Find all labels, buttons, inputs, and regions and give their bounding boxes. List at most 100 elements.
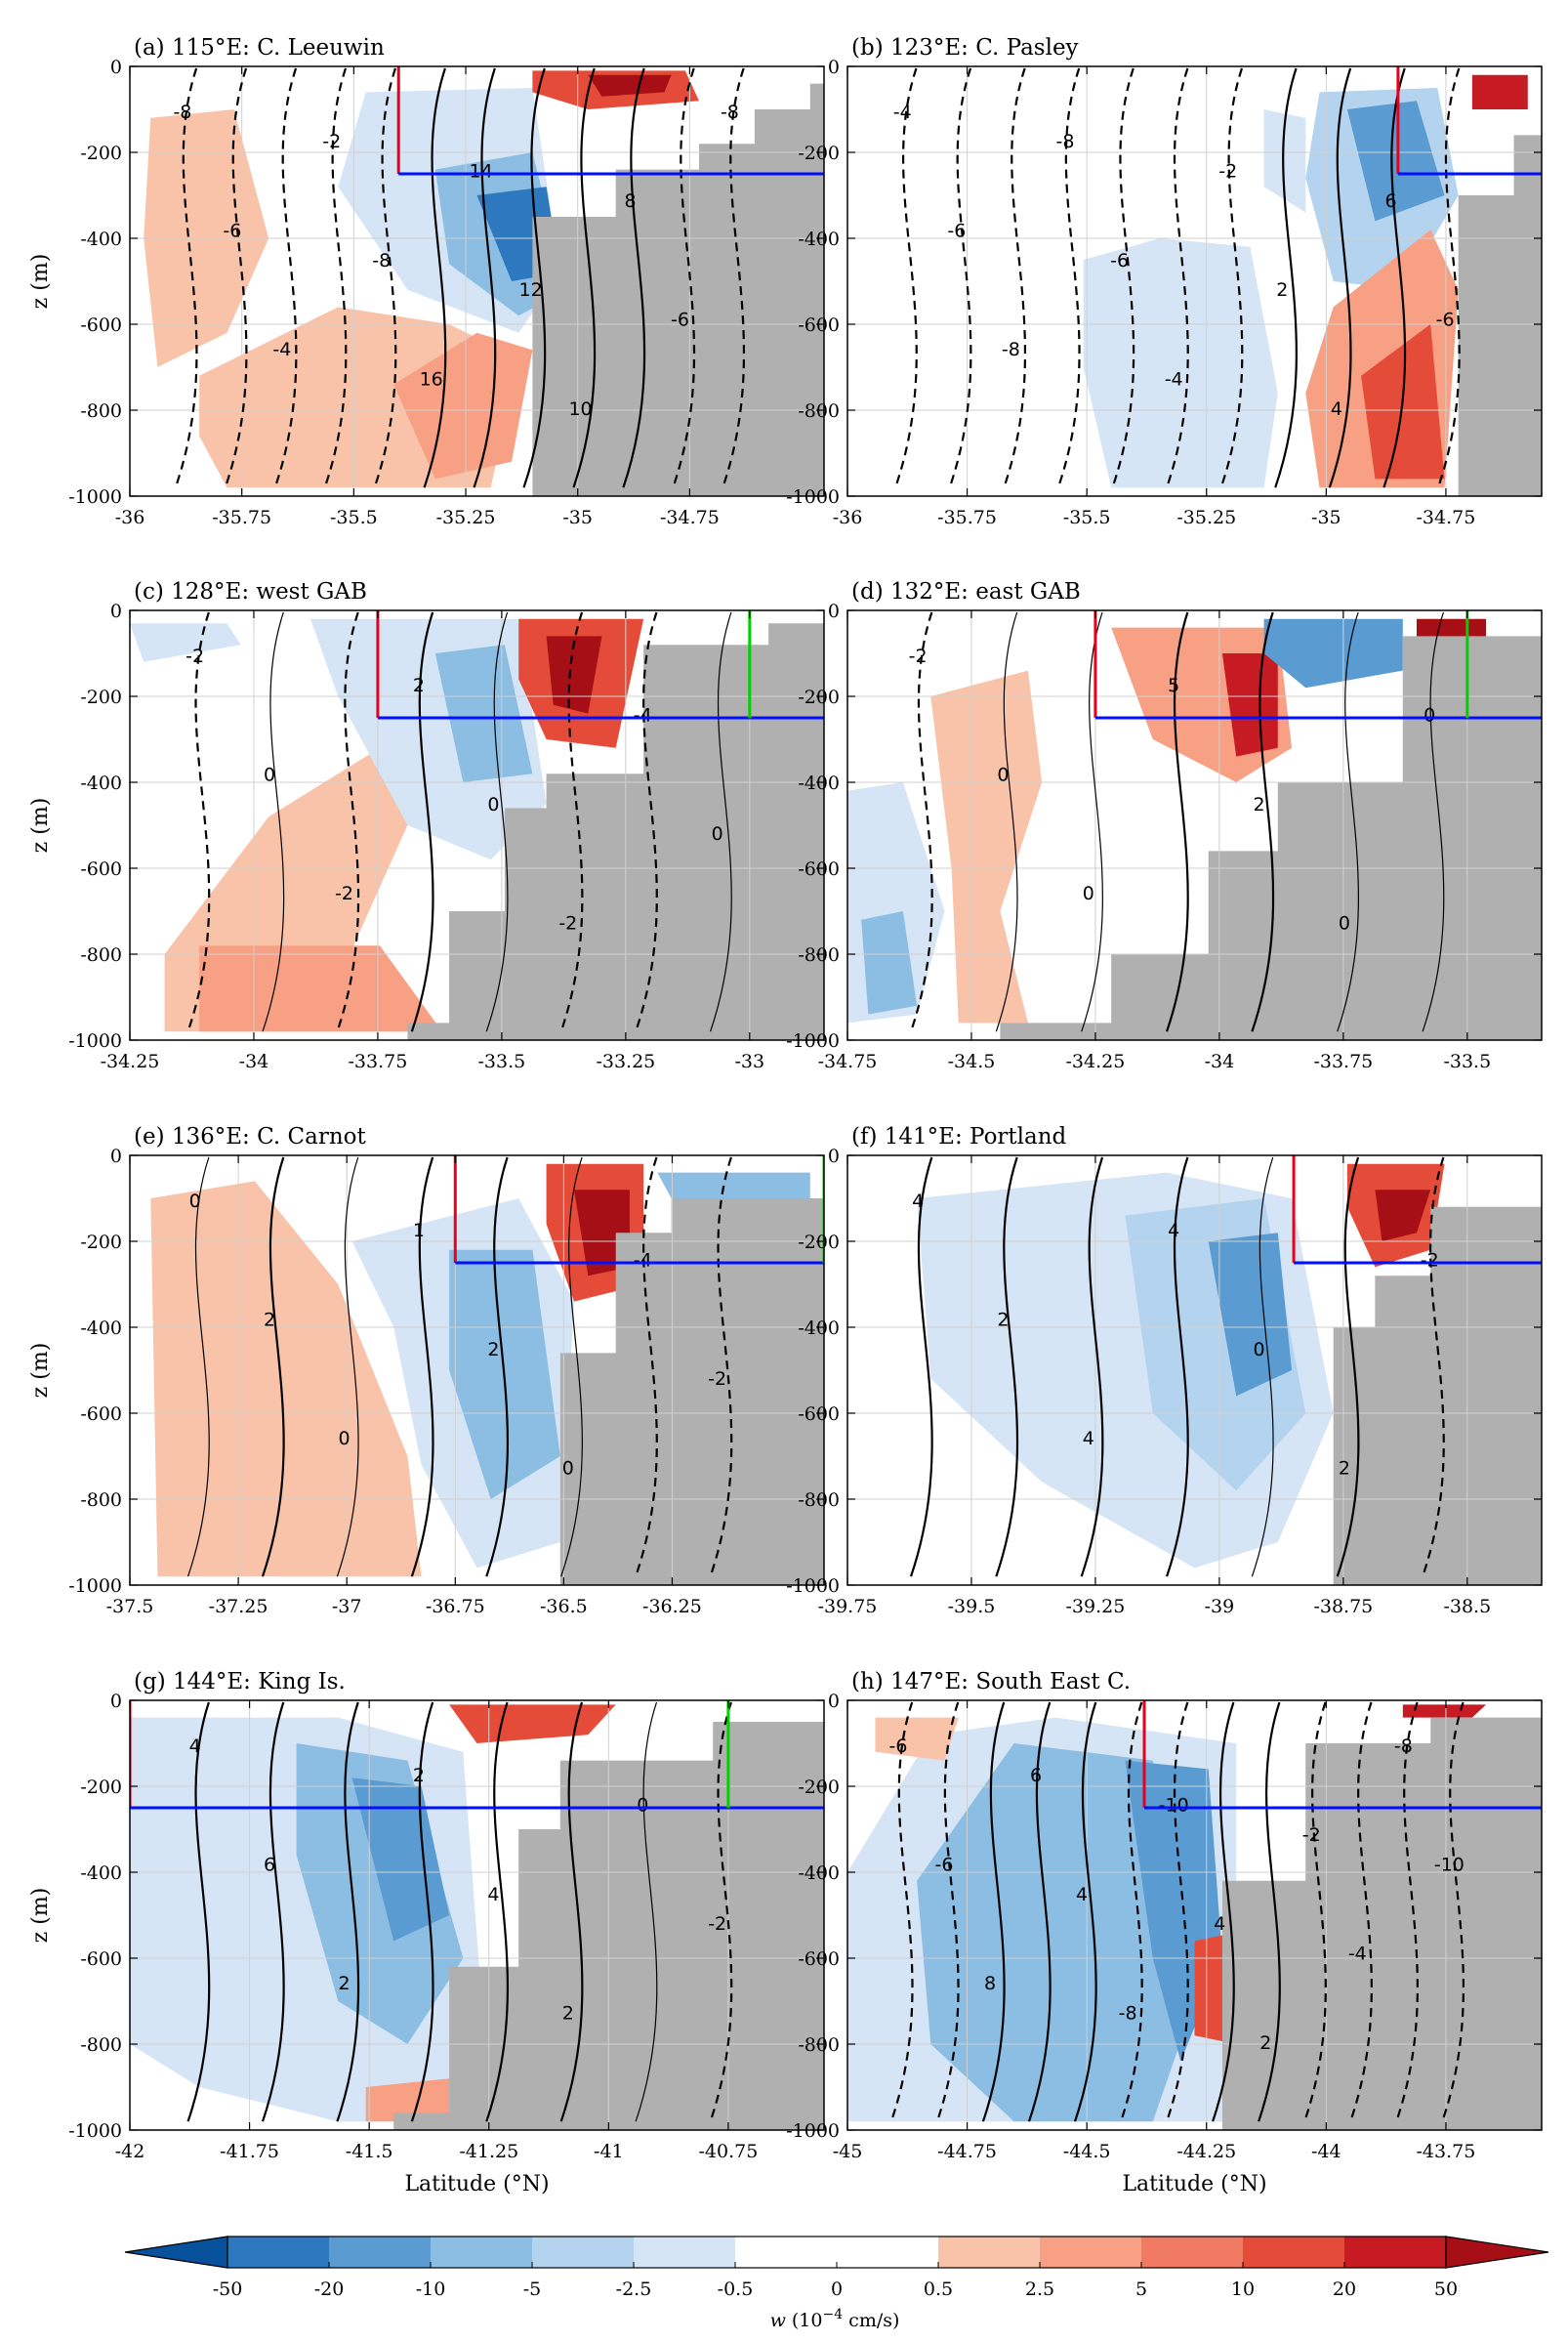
x-tick-label: -36 <box>115 507 145 528</box>
contour-label: 0 <box>1083 883 1094 904</box>
x-tick-label: -35.5 <box>330 507 378 528</box>
shade-region <box>199 945 442 1032</box>
contour-line <box>560 1156 583 1577</box>
contour-label: 0 <box>997 764 1009 785</box>
x-tick-label: -35 <box>1311 507 1341 528</box>
plot-area: -2 0 0 5 2 0 0 <box>847 610 1542 1040</box>
y-tick-label: -400 <box>798 773 840 794</box>
colorbar-segment <box>227 2237 330 2268</box>
panel-b: -4 -6 -8 -8 -6 -4 -2 2 4 6 -6 -36 -35.75 -35.5 -35.25 -… <box>786 35 1543 528</box>
colorbar-label-exp: −4 <box>823 2307 844 2322</box>
contour-line <box>981 1701 1006 2122</box>
shade-region <box>351 1777 450 1942</box>
x-tick-label: -35.75 <box>937 507 997 528</box>
contour-label: 2 <box>338 1973 350 1994</box>
colorbar: -50 -20 -10 -5 -2.5 -0.5 0 0.5 2.5 5 10 20 50 w (10−4… <box>124 2236 1549 2331</box>
x-tick-label: -44 <box>1311 2141 1341 2162</box>
colorbar-segment <box>1141 2237 1244 2268</box>
x-tick-label: -39 <box>1205 1596 1235 1617</box>
contour-line <box>485 611 509 1032</box>
x-tick-label: -34 <box>239 1051 269 1072</box>
x-tick-label: -40.75 <box>699 2141 759 2162</box>
x-tick-label: -42 <box>115 2141 145 2162</box>
y-tick-label: -1000 <box>68 486 122 508</box>
contour-label: 2 <box>1339 1457 1350 1479</box>
colorbar-label-tail: cm/s) <box>843 2310 899 2331</box>
contour-line <box>1395 1701 1419 2122</box>
contour-label: 6 <box>1030 1765 1042 1786</box>
colorbar-extend-low <box>124 2236 228 2269</box>
y-axis-label: z (m) <box>28 1343 53 1399</box>
contour-label: -2 <box>322 131 341 152</box>
colorbar-tick-label: -0.5 <box>718 2279 754 2300</box>
contour-line <box>1027 1701 1052 2122</box>
land-mask <box>407 623 824 1040</box>
contour-line <box>1336 1156 1360 1577</box>
contour-line <box>559 611 584 1032</box>
y-tick-label: -200 <box>798 1777 840 1798</box>
y-tick-label: -200 <box>80 687 122 708</box>
contour-label: -10 <box>1159 1795 1189 1817</box>
contour-label: -6 <box>1110 250 1129 272</box>
panel-title: (a) 115°E: C. Leeuwin <box>134 35 385 61</box>
y-tick-label: 0 <box>110 1146 122 1167</box>
contour-label: -6 <box>888 1736 907 1757</box>
contour-label: 2 <box>997 1309 1009 1330</box>
shade-region <box>434 645 533 782</box>
contour-line <box>1303 1701 1327 2122</box>
panel-h: -6 -6 8 6 4 -8 -10 4 2 -2 -4 -8 -10 -45 -44.75 -44.5 -44… <box>786 1669 1543 2196</box>
shade-region <box>930 670 1043 1024</box>
colorbar-segment <box>329 2237 432 2268</box>
contour-line <box>1422 611 1445 1032</box>
contour-line <box>1349 1701 1373 2122</box>
contour-label: -10 <box>1434 1854 1465 1875</box>
contour-label: -4 <box>1348 1944 1367 1965</box>
contour-label: 0 <box>1253 1339 1264 1360</box>
contour-label: 4 <box>487 1884 499 1905</box>
x-tick-label: -34.5 <box>948 1051 996 1072</box>
x-tick-label: -35 <box>562 507 593 528</box>
contour-line <box>473 67 497 488</box>
shade-region <box>861 911 918 1015</box>
contour-line <box>1166 611 1189 1032</box>
y-axis-label: z (m) <box>28 1888 53 1944</box>
contour-line <box>423 67 447 488</box>
contour-label: 6 <box>1384 190 1396 212</box>
x-tick-label: -41.25 <box>459 2141 518 2162</box>
colorbar-extend-high <box>1445 2236 1549 2269</box>
x-tick-label: -36.5 <box>540 1596 588 1617</box>
x-tick-label: -39.75 <box>818 1596 878 1617</box>
x-tick-label: -35.5 <box>1063 507 1111 528</box>
contour-label: 4 <box>1083 1428 1094 1449</box>
y-tick-label: 0 <box>110 601 122 622</box>
colorbar-segment <box>1040 2237 1142 2268</box>
x-tick-label: -33.5 <box>1443 1051 1491 1072</box>
x-tick-label: -37.5 <box>106 1596 154 1617</box>
contour-line <box>559 1701 584 2122</box>
contour-line <box>948 67 972 488</box>
contour-label: 2 <box>487 1339 499 1360</box>
y-tick-label: -600 <box>798 858 840 880</box>
contour-label: -2 <box>1302 1824 1321 1846</box>
plot-area: 4 6 2 2 4 2 0 -2 <box>130 1700 824 2130</box>
contour-label: -6 <box>1436 310 1455 331</box>
colorbar-segment <box>938 2237 1041 2268</box>
y-axis-label: z (m) <box>28 798 53 854</box>
y-tick-label: -200 <box>798 1232 840 1253</box>
contour-label: -4 <box>893 102 912 123</box>
contour-label: 4 <box>1214 1913 1225 1935</box>
x-tick-label: -44.5 <box>1063 2141 1111 2162</box>
contour-line <box>1219 67 1244 488</box>
contour-label: -4 <box>634 1250 652 1272</box>
contour-label: 6 <box>264 1854 275 1875</box>
contour-line <box>635 611 658 1032</box>
colorbar-tick-label: -20 <box>314 2279 345 2300</box>
contour-label: 4 <box>1076 1884 1088 1905</box>
shade-region <box>546 636 602 714</box>
y-tick-label: 0 <box>828 57 840 78</box>
shade-region <box>365 2078 450 2122</box>
colorbar-tick-label: 10 <box>1231 2279 1255 2300</box>
x-tick-label: -33 <box>735 1051 765 1072</box>
contour-line <box>1003 67 1026 488</box>
